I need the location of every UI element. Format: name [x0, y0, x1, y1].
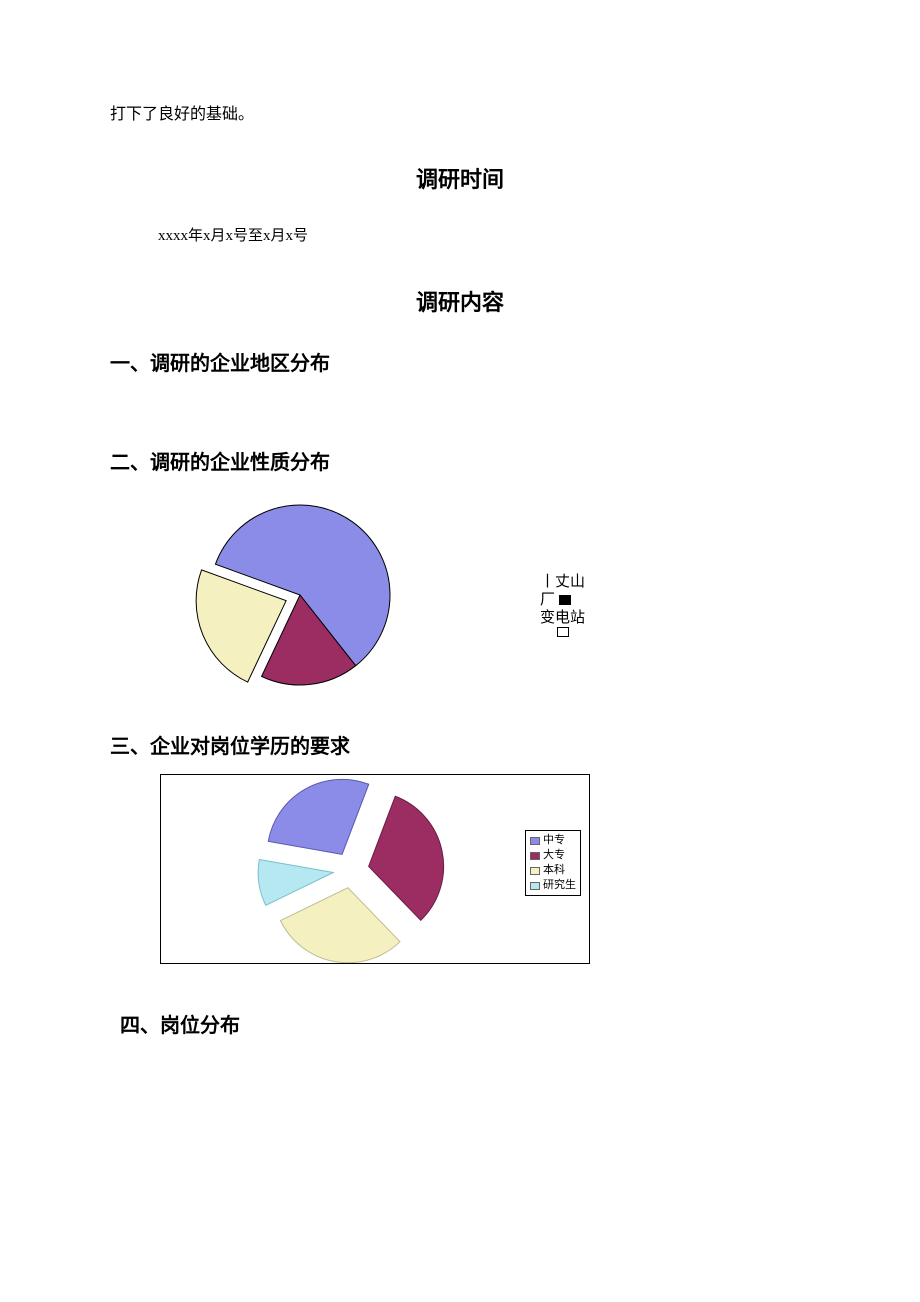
legend-text: 丈山: [555, 573, 585, 591]
pie-slice: [280, 888, 400, 963]
legend-row: 本科: [530, 863, 576, 878]
section-4-heading: 四、岗位分布: [120, 1009, 810, 1038]
section-2-heading: 二、调研的企业性质分布: [110, 446, 810, 475]
legend-text: 丨: [540, 573, 555, 591]
pie-chart-2: [161, 775, 501, 963]
pie-chart-1: [160, 495, 460, 695]
legend-text: 厂: [540, 591, 555, 609]
legend-row: 研究生: [530, 878, 576, 893]
legend-swatch-icon: [530, 882, 540, 890]
legend-label: 大专: [543, 848, 565, 863]
heading-survey-time: 调研时间: [110, 162, 810, 194]
legend-row: 大专: [530, 848, 576, 863]
legend-row: 中专: [530, 833, 576, 848]
legend-row: [540, 627, 585, 637]
chart-enterprise-nature: 丨 丈山 厂 变电站: [160, 495, 660, 695]
survey-time-text: xxxx年x月x号至x月x号: [158, 224, 810, 245]
chart-education-requirement: 中专大专本科研究生: [160, 774, 590, 964]
pie-slice: [369, 796, 444, 920]
legend-label: 本科: [543, 863, 565, 878]
legend-label: 中专: [543, 833, 565, 848]
section-3-heading: 三、企业对岗位学历的要求: [110, 730, 810, 759]
chart1-legend: 丨 丈山 厂 变电站: [540, 573, 585, 637]
pie-slice: [258, 859, 333, 905]
legend-label: 研究生: [543, 878, 576, 893]
pie-slice: [268, 779, 368, 854]
legend-text: 变电站: [540, 609, 585, 627]
section-1-heading: 一、调研的企业地区分布: [110, 347, 810, 376]
legend-swatch-icon: [530, 867, 540, 875]
heading-survey-content: 调研内容: [110, 285, 810, 317]
intro-paragraph: 打下了良好的基础。: [110, 100, 810, 124]
legend-row: 厂: [540, 591, 585, 609]
chart2-legend: 中专大专本科研究生: [525, 830, 581, 896]
legend-swatch-icon: [530, 837, 540, 845]
legend-marker-icon: [557, 627, 569, 637]
legend-marker-icon: [559, 595, 571, 605]
legend-swatch-icon: [530, 852, 540, 860]
legend-row: 丨 丈山: [540, 573, 585, 591]
legend-row: 变电站: [540, 609, 585, 627]
